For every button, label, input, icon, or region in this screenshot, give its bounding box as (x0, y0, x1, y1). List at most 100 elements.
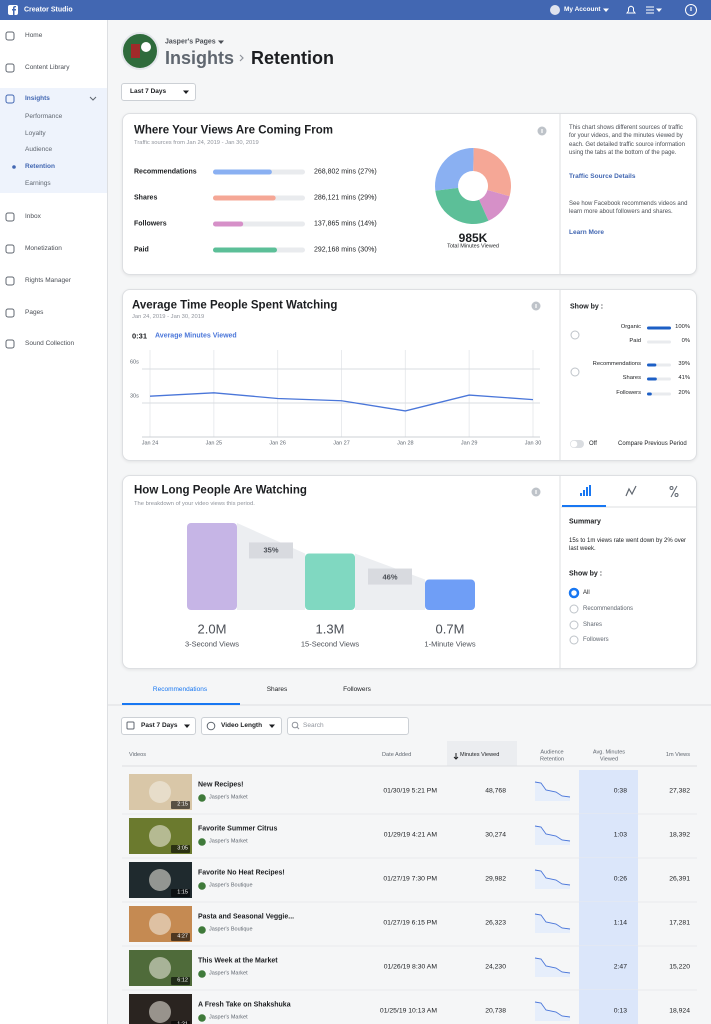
compare-label: Compare Previous Period (618, 441, 687, 447)
help-link[interactable]: Learn More (569, 228, 605, 236)
one-minute-views: 15,220 (669, 963, 690, 971)
nav-icon (5, 339, 15, 349)
help-icon-mark (690, 7, 692, 11)
value-label: 137,865 mins (14%) (314, 220, 377, 228)
dropoff-area (237, 523, 305, 610)
account-menu[interactable]: My Account (564, 5, 601, 13)
breakdown-value: 0% (681, 338, 690, 345)
nav-sub-item[interactable]: Loyalty (25, 129, 46, 137)
video-title[interactable]: Favorite Summer Citrus (198, 825, 278, 833)
video-title[interactable]: Favorite No Heat Recipes! (198, 869, 285, 877)
nav-item[interactable]: Sound Collection (25, 339, 75, 347)
filter-option[interactable]: Shares (583, 622, 603, 628)
video-title[interactable]: A Fresh Take on Shakshuka (198, 1001, 291, 1009)
minutes-viewed: 48,768 (485, 787, 506, 795)
nav-item[interactable]: Monetization (25, 244, 62, 252)
search-box[interactable] (287, 717, 409, 735)
nav-icon (5, 94, 15, 104)
avg-heat-cell (579, 946, 638, 990)
page-title: Retention (251, 48, 334, 68)
one-minute-views: 26,391 (669, 875, 690, 883)
filter-option[interactable]: Followers (583, 637, 609, 643)
period-filter[interactable] (121, 717, 196, 735)
date-added: 01/27/19 7:30 PM (383, 875, 437, 883)
nav-sub-item[interactable]: Audience (25, 145, 53, 153)
duration-badge (171, 933, 190, 941)
table-tab[interactable]: Followers (343, 685, 371, 693)
active-tab-underline (562, 505, 606, 507)
nav-item[interactable]: Rights Manager (25, 276, 71, 284)
toggle-knob (570, 440, 578, 448)
breakdown-track (647, 340, 671, 344)
summary-text: 15s to 1m views rate went down by 2% ove… (569, 538, 687, 553)
avg-minutes: 0:38 (613, 787, 627, 795)
video-title[interactable]: Pasta and Seasonal Veggie... (198, 913, 295, 921)
video-page: Jasper's Market (209, 970, 248, 977)
breakdown-label: Recommendations (592, 361, 641, 368)
breadcrumb-chevron (239, 54, 244, 62)
filter-label[interactable]: Past 7 Days (141, 721, 178, 729)
nav-item[interactable]: Home (25, 31, 43, 39)
bar (305, 553, 355, 610)
collapse-icon (89, 96, 97, 101)
date-added: 01/29/19 4:21 AM (383, 831, 437, 839)
value-label: 1.3M (315, 621, 345, 637)
value-label: 292,168 mins (30%) (314, 246, 377, 254)
radio-button (568, 587, 580, 599)
nav-sub-item[interactable]: Retention (25, 162, 55, 170)
info-icon-mark (535, 304, 537, 308)
sorted-column-header (447, 741, 517, 766)
nav-sub-item[interactable]: Performance (25, 112, 63, 120)
caret-icon (184, 724, 190, 728)
nav-icon (5, 308, 15, 318)
donut-segment (479, 190, 510, 221)
breakdown-value: 39% (678, 361, 690, 368)
filter-option[interactable]: Recommendations (583, 606, 634, 612)
video-duration: 1:21 (177, 1022, 188, 1024)
filter-label[interactable]: Video Length (221, 721, 263, 729)
sidebar-active-section (0, 88, 107, 193)
table-tab[interactable]: Recommendations (152, 685, 208, 693)
nav-item[interactable]: Inbox (25, 212, 41, 220)
category-label: 15-Second Views (300, 639, 360, 649)
nav-item[interactable]: Content Library (25, 63, 70, 71)
page-icon (198, 926, 206, 934)
y-tick-label: 30s (130, 393, 139, 400)
breakdown-track (647, 392, 671, 396)
help-text: See how Facebook recommends videos and l… (569, 201, 688, 216)
video-title[interactable]: This Week at the Market (198, 957, 278, 965)
retention-sparkline (534, 825, 571, 842)
breakdown-label: Shares (622, 375, 641, 382)
date-dropdown[interactable] (121, 83, 196, 101)
category-label: 3-Second Views (184, 639, 240, 649)
x-tick-label: Jan 28 (397, 440, 414, 447)
bar (425, 579, 475, 610)
donut-total: 985K (458, 231, 488, 245)
page-icon (198, 1014, 206, 1022)
table-tab[interactable]: Shares (266, 685, 288, 693)
percent-tab-icon (674, 493, 679, 497)
video-duration: 6:12 (177, 977, 188, 984)
filter-option[interactable]: All (583, 590, 590, 596)
help-text: This chart shows different sources of tr… (569, 125, 685, 156)
help-link[interactable]: Traffic Source Details (569, 172, 636, 180)
duration-badge (171, 977, 190, 985)
nav-section[interactable]: Insights (25, 94, 50, 102)
panel-heading: Summary (569, 518, 601, 526)
page-avatar-art (131, 44, 140, 58)
nav-sub-item[interactable]: Earnings (25, 179, 51, 187)
nav-item[interactable]: Pages (25, 308, 44, 316)
dropoff-label: 46% (382, 571, 398, 581)
header-section: Insights (165, 48, 235, 68)
caret-icon (656, 8, 662, 12)
value-label: 286,121 mins (29%) (314, 194, 377, 202)
date-added: 01/26/19 8:30 AM (383, 963, 437, 971)
bar (213, 221, 244, 227)
length-filter[interactable] (201, 717, 282, 735)
search-placeholder[interactable]: Search (303, 721, 324, 729)
date-range[interactable]: Last 7 Days (130, 87, 167, 95)
search-icon (296, 726, 300, 730)
bar-tab-icon (586, 487, 588, 496)
video-title[interactable]: New Recipes! (198, 781, 244, 789)
toggle-label[interactable]: Off (589, 441, 597, 447)
